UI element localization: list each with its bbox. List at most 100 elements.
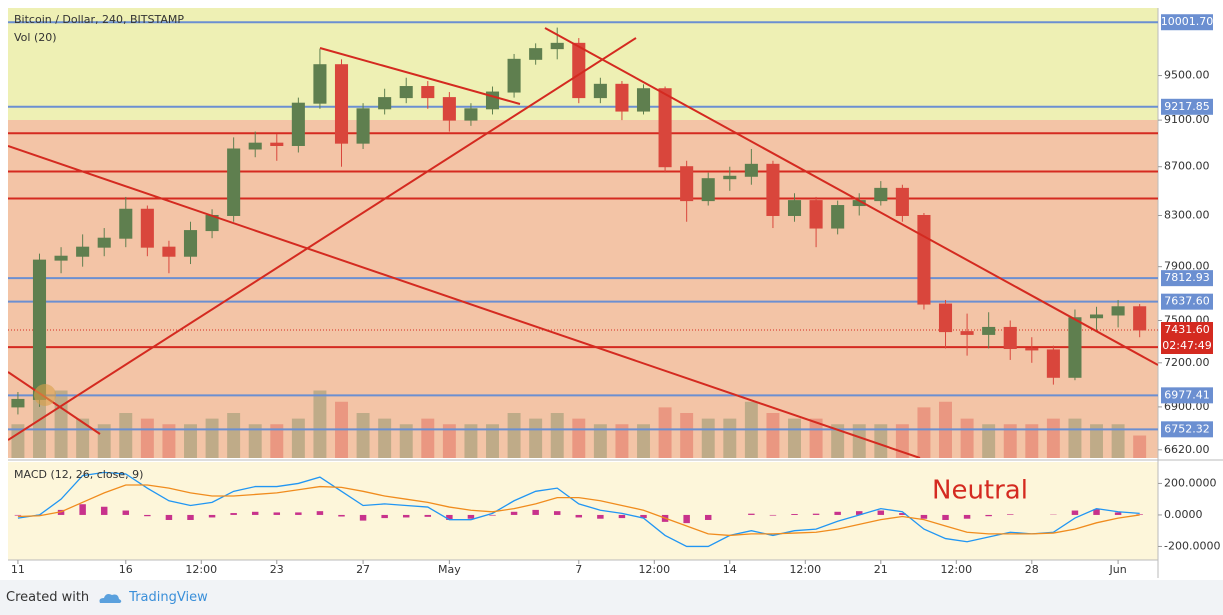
macd-histogram-bar: [1136, 514, 1143, 515]
volume-bar: [572, 418, 586, 458]
volume-bar: [1133, 435, 1147, 458]
volume-bar: [442, 424, 456, 458]
volume-bar: [507, 413, 521, 458]
level-box: [1161, 14, 1213, 31]
macd-histogram-bar: [338, 514, 345, 517]
volume-bar: [917, 407, 931, 458]
macd-histogram-bar: [446, 514, 453, 520]
candle-body: [378, 97, 392, 110]
candle-body: [162, 246, 176, 257]
y-tick-label: 8700.00: [1164, 160, 1210, 173]
level-box: [1161, 98, 1213, 115]
x-tick-label: 27: [356, 563, 370, 576]
annotation: Neutral: [932, 476, 1028, 506]
volume-bar: [723, 418, 737, 458]
macd-histogram-bar: [1006, 514, 1014, 515]
volume-bar: [270, 424, 284, 458]
macd-histogram-bar: [812, 513, 820, 515]
volume-bar: [227, 413, 241, 458]
y-tick-label: 6620.00: [1164, 443, 1210, 456]
level-label: 10001.70: [1161, 15, 1214, 28]
countdown: 02:47:49: [1162, 339, 1211, 352]
x-tick-label: May: [438, 563, 461, 576]
macd-histogram-bar: [920, 514, 928, 519]
candle-body: [97, 237, 111, 248]
candle-body: [313, 64, 327, 104]
x-tick-label: 11: [11, 563, 25, 576]
price-pane: [8, 21, 1158, 458]
macd-y-tick-label: -200.0000: [1164, 539, 1220, 552]
x-tick-label: 12:00: [789, 563, 821, 576]
volume-bar: [97, 424, 111, 458]
x-tick-label: 7: [575, 563, 582, 576]
macd-line: [17, 471, 1140, 548]
candle-body: [76, 246, 90, 257]
candle-body: [615, 83, 629, 112]
macd-line: [17, 484, 1140, 537]
highlight-circle: [34, 384, 56, 406]
macd-histogram-bar: [79, 504, 86, 515]
macd-histogram-bar: [402, 514, 410, 518]
macd-histogram-bar: [683, 514, 690, 524]
volume-bar: [1090, 424, 1103, 458]
level-box: [1161, 421, 1213, 438]
y-tick-label: 7900.00: [1164, 260, 1210, 273]
candle-body: [701, 178, 715, 202]
trend-line: [8, 37, 637, 441]
volume-bar: [1025, 424, 1039, 458]
macd-histogram-bar: [597, 514, 604, 519]
macd-histogram-bar: [467, 514, 475, 519]
macd-histogram-bar: [14, 514, 22, 516]
volume-bar: [1111, 424, 1125, 458]
candle-body: [982, 326, 996, 335]
axes: 6620.006900.007200.007500.007900.008300.…: [11, 14, 1220, 576]
macd-histogram-bar: [1093, 509, 1100, 515]
level-label: 7637.60: [1164, 295, 1210, 308]
macd-histogram-bar: [942, 514, 949, 520]
x-tick-label: 21: [874, 563, 888, 576]
candle-body: [1068, 317, 1082, 378]
macd-histogram-bar: [855, 511, 863, 515]
candle-body: [680, 166, 694, 202]
macd-histogram-bar: [359, 514, 367, 521]
volume-bar: [960, 418, 974, 458]
candle-body: [1025, 348, 1039, 351]
macd-histogram-bar: [187, 514, 194, 520]
x-tick-label: 28: [1025, 563, 1039, 576]
macd-plot: [14, 471, 1143, 548]
trend-line: [8, 145, 921, 458]
volume-bar: [205, 418, 219, 458]
macd-histogram-bar: [165, 514, 173, 520]
volume-bar: [119, 413, 133, 458]
candle-body: [270, 142, 284, 146]
volume-bar: [54, 390, 68, 458]
candle-body: [1046, 349, 1060, 378]
candle-body: [1003, 326, 1017, 350]
macd-histogram-bar: [230, 513, 237, 515]
macd-histogram-bar: [553, 511, 561, 515]
last-price-label: 7431.60: [1164, 323, 1210, 336]
volume-bar: [680, 413, 694, 458]
trend-line: [544, 27, 1158, 366]
last-price-box: [1161, 321, 1213, 354]
footer-brand[interactable]: TradingView: [129, 590, 208, 605]
volume-bar: [1068, 418, 1082, 458]
trend-line: [319, 47, 521, 105]
volume-bar: [766, 413, 780, 458]
candle-body: [54, 255, 68, 261]
volume-bar: [831, 424, 845, 458]
x-tick-label: 12:00: [940, 563, 972, 576]
candle-body: [140, 208, 154, 248]
x-tick-label: 16: [119, 563, 133, 576]
macd-histogram-bar: [122, 510, 130, 515]
candle-body: [658, 88, 672, 168]
candle-body: [11, 398, 25, 408]
candle-body: [550, 42, 564, 50]
candle-body: [766, 163, 780, 216]
candle-body: [809, 200, 823, 229]
candle-body: [723, 175, 737, 180]
volume-bar: [637, 424, 650, 458]
volume-bar: [550, 413, 564, 458]
macd-histogram-bar: [1114, 512, 1122, 515]
